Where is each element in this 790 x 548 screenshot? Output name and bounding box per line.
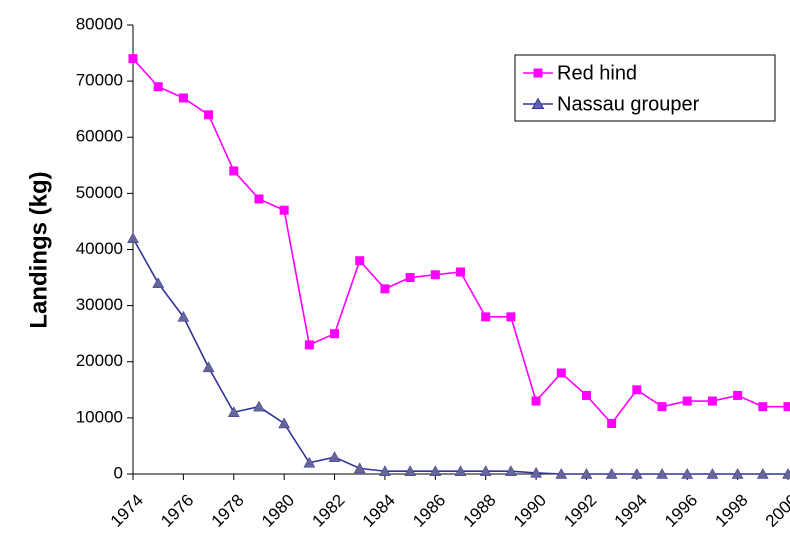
point <box>204 110 214 120</box>
point <box>758 402 768 412</box>
point <box>682 396 692 406</box>
x-tick-label: 1996 <box>661 491 701 531</box>
point <box>353 462 366 474</box>
point <box>330 329 340 339</box>
point <box>783 402 790 412</box>
point <box>429 465 442 476</box>
x-tick-label: 1978 <box>208 491 248 531</box>
point <box>506 312 516 322</box>
legend-label: Nassau grouper <box>557 93 700 115</box>
point <box>456 267 465 277</box>
point <box>227 406 240 418</box>
point <box>580 467 593 479</box>
x-tick-label: 1974 <box>107 491 147 531</box>
point <box>254 194 264 204</box>
point <box>632 385 642 395</box>
point <box>303 456 316 468</box>
point <box>531 396 541 406</box>
x-tick-label: 1998 <box>711 491 751 531</box>
y-tick-label: 30000 <box>76 295 123 314</box>
y-tick-label: 0 <box>114 463 123 482</box>
point <box>481 312 491 322</box>
point <box>379 465 391 476</box>
point <box>127 232 139 244</box>
y-tick-label: 40000 <box>76 239 123 258</box>
point <box>656 467 668 479</box>
point <box>756 467 769 479</box>
point <box>430 270 440 280</box>
point <box>178 93 188 103</box>
point <box>253 400 265 412</box>
point <box>605 467 618 479</box>
point <box>177 310 190 322</box>
x-tick-label: 1990 <box>510 491 550 531</box>
x-tick-label: 1994 <box>611 491 651 531</box>
legend-box <box>514 54 776 122</box>
legend: Red hind Nassau grouper <box>514 54 776 122</box>
point <box>706 467 719 479</box>
point <box>530 466 542 478</box>
y-tick-label: 80000 <box>76 14 123 33</box>
series <box>128 54 790 428</box>
point <box>278 417 291 429</box>
point <box>630 467 643 479</box>
point <box>404 465 417 476</box>
y-tick-label: 60000 <box>76 127 123 146</box>
y-tick-label: 70000 <box>76 71 123 90</box>
point <box>657 402 667 412</box>
y-tick-label: 20000 <box>76 351 123 370</box>
point <box>555 467 568 479</box>
point <box>202 361 215 373</box>
point <box>153 82 163 92</box>
point <box>707 396 717 406</box>
y-axis-label: Landings (kg) <box>25 171 52 328</box>
x-tick-label: 1976 <box>157 491 197 531</box>
legend-label: Red hind <box>557 62 637 84</box>
point <box>479 465 492 476</box>
point <box>556 368 566 378</box>
point <box>454 465 467 476</box>
point <box>731 467 744 479</box>
point <box>152 277 165 288</box>
point <box>681 467 694 479</box>
point <box>581 390 591 400</box>
point <box>405 273 415 283</box>
point <box>504 465 517 476</box>
x-tick-label: 1982 <box>308 491 348 531</box>
legend-marker <box>531 97 545 109</box>
x-tick-label: 2000 <box>762 491 790 531</box>
point <box>304 340 314 350</box>
point <box>733 390 743 400</box>
x-tick-label: 1986 <box>409 491 449 531</box>
point <box>128 54 138 64</box>
point <box>380 284 390 294</box>
x-tick-label: 1988 <box>460 491 500 531</box>
x-tick-label: 1992 <box>560 491 600 531</box>
x-tick-label: 1980 <box>258 491 298 531</box>
point <box>229 166 239 176</box>
point <box>328 451 341 462</box>
point <box>355 256 365 266</box>
series <box>127 232 790 479</box>
point <box>279 205 289 215</box>
point <box>607 418 617 428</box>
y-tick-label: 50000 <box>76 183 123 202</box>
point <box>782 467 790 479</box>
legend-marker <box>533 68 543 78</box>
x-tick-label: 1984 <box>359 491 399 531</box>
y-tick-label: 10000 <box>76 407 123 426</box>
